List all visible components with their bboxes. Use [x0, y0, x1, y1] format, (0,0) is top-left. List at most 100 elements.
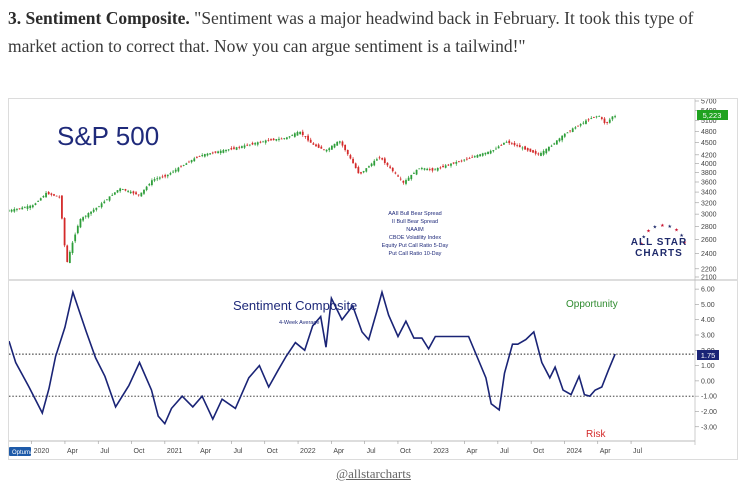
legend-item: Put Call Ratio 10-Day	[389, 251, 442, 257]
logo-star: ★	[641, 234, 646, 240]
y-tick-label: 4.00	[701, 317, 715, 324]
x-tick-label: Oct	[533, 448, 544, 455]
candle-body	[312, 143, 315, 145]
candle-body	[500, 144, 503, 146]
candle-body	[272, 138, 275, 141]
y-tick-label: 3800	[701, 170, 717, 177]
candle-body	[198, 155, 201, 157]
candle-body	[492, 150, 495, 152]
candle-body	[193, 158, 196, 162]
candle-body	[283, 138, 286, 140]
candle-body	[76, 225, 79, 234]
candle-body	[521, 147, 524, 149]
candle-body	[42, 196, 45, 198]
candle-body	[579, 124, 582, 126]
candle-body	[230, 148, 233, 150]
candle-body	[29, 205, 32, 209]
candle-body	[61, 195, 63, 219]
candle-body	[275, 139, 278, 141]
candle-body	[381, 158, 384, 160]
logo-star: ★	[639, 242, 644, 248]
candle-body	[542, 150, 545, 155]
candle-body	[540, 152, 542, 156]
y-tick-label: 3200	[701, 200, 717, 207]
legend-item: AAII Bull Bear Spread	[388, 211, 442, 217]
candle-body	[129, 191, 132, 194]
candle-body	[18, 208, 21, 210]
y-tick-label: 4200	[701, 152, 717, 159]
candle-body	[124, 189, 127, 191]
x-tick-label: Jul	[367, 448, 376, 455]
y-tick-label: -2.00	[701, 409, 717, 416]
composite-last-value: 1.75	[701, 351, 716, 360]
candle-body	[256, 142, 259, 145]
candle-body	[508, 140, 511, 144]
candle-body	[50, 193, 53, 195]
candle-body	[82, 217, 85, 221]
candle-body	[418, 168, 421, 170]
candle-body	[238, 146, 241, 148]
candle-body	[299, 131, 302, 135]
candle-body	[100, 203, 103, 208]
candle-body	[405, 180, 407, 184]
y-tick-label: 0.00	[701, 378, 715, 385]
candle-body	[106, 199, 108, 201]
candle-body	[336, 141, 339, 146]
candle-body	[111, 194, 114, 196]
candle-body	[10, 209, 13, 212]
candle-body	[188, 161, 190, 163]
candle-body	[241, 146, 243, 148]
candle-body	[180, 166, 182, 168]
credit-link[interactable]: @allstarcharts	[336, 466, 411, 481]
candle-body	[360, 172, 362, 174]
x-tick-label: 2020	[34, 448, 50, 455]
candle-body	[370, 163, 373, 167]
candle-body	[450, 163, 452, 166]
candle-body	[217, 151, 219, 154]
x-tick-label: Apr	[333, 448, 345, 455]
candle-body	[145, 186, 148, 191]
candle-body	[225, 149, 227, 152]
candle-body	[600, 117, 603, 119]
candle-body	[151, 180, 153, 186]
candle-body	[259, 141, 262, 143]
candle-body	[325, 149, 328, 152]
sentiment-quote: "Sentiment was a major headwind back in …	[8, 8, 694, 56]
y-tick-label: 3000	[701, 212, 717, 219]
candle-body	[611, 116, 614, 120]
composite-subtitle: 4-Week Average	[279, 320, 319, 326]
candle-body	[452, 162, 455, 164]
candle-body	[553, 143, 556, 145]
y-tick-label: -1.00	[701, 394, 717, 401]
candle-body	[243, 145, 246, 148]
candle-body	[585, 120, 587, 124]
candle-body	[291, 135, 294, 137]
candle-body	[8, 210, 10, 212]
candle-body	[529, 148, 532, 152]
candle-body	[21, 207, 24, 210]
candle-body	[333, 143, 336, 148]
candle-body	[34, 203, 37, 205]
x-tick-label: Apr	[467, 448, 479, 455]
candle-body	[460, 160, 463, 162]
candle-body	[285, 137, 288, 139]
logo-star: ★	[668, 224, 673, 230]
candle-body	[214, 151, 217, 153]
y-tick-label: 2800	[701, 224, 717, 231]
y-tick-label: 3.00	[701, 333, 715, 340]
candle-body	[92, 209, 95, 212]
candle-body	[561, 135, 564, 141]
candle-body	[320, 146, 323, 149]
candle-body	[166, 174, 169, 177]
candle-body	[545, 148, 548, 154]
candle-body	[447, 164, 450, 166]
candle-body	[293, 133, 296, 137]
candle-body	[39, 198, 42, 201]
candle-body	[434, 169, 437, 171]
candle-body	[301, 131, 304, 136]
candle-body	[352, 158, 354, 164]
legend-item: NAAIM	[406, 227, 424, 233]
logo-star: ★	[646, 228, 651, 234]
candle-body	[397, 175, 399, 177]
y-tick-label: 4500	[701, 140, 717, 147]
